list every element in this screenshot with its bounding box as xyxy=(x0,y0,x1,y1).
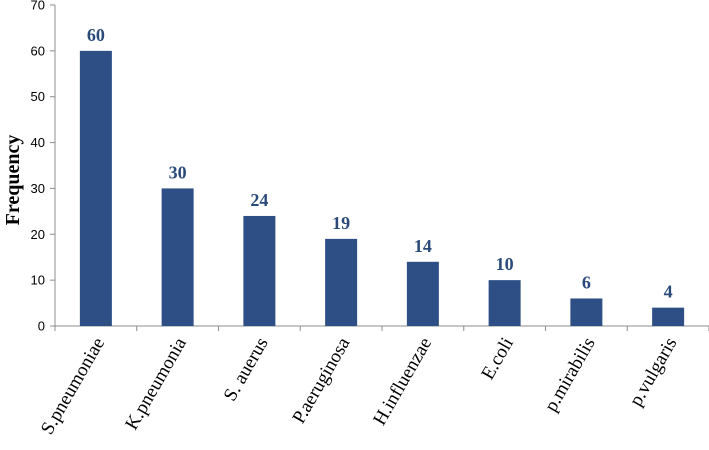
bar xyxy=(570,298,603,326)
y-axis-label: Frequency xyxy=(2,135,24,226)
y-tick-label: 70 xyxy=(31,0,45,13)
bars xyxy=(79,50,685,326)
x-axis: S.pneumoniae K.pneumonia S. auerus P.aerugi… xyxy=(37,325,709,438)
x-tick-label: P.aeruginosa xyxy=(289,334,355,428)
y-tick-label: 0 xyxy=(38,319,45,334)
x-tick-label: p.mirabilis xyxy=(541,334,600,415)
bar xyxy=(488,280,521,326)
data-label: 6 xyxy=(582,272,591,292)
data-label: 30 xyxy=(169,162,187,182)
data-labels: 60 30 24 19 14 10 6 4 xyxy=(87,25,673,302)
bar xyxy=(325,238,358,326)
data-label: 60 xyxy=(87,25,105,45)
bar xyxy=(79,50,112,326)
x-tick-label: p.vulgaris xyxy=(626,334,682,410)
bar xyxy=(243,215,276,326)
data-label: 14 xyxy=(414,236,432,256)
y-tick-label: 30 xyxy=(31,181,45,196)
x-tick-label: K.pneumonia xyxy=(121,334,191,434)
data-label: 19 xyxy=(332,213,350,233)
bar xyxy=(406,261,439,326)
data-label: 10 xyxy=(496,254,514,274)
data-label: 4 xyxy=(664,282,673,302)
data-label: 24 xyxy=(250,190,268,210)
y-tick-label: 20 xyxy=(31,227,45,242)
y-tick-label: 50 xyxy=(31,89,45,104)
y-axis: 0 10 20 30 40 50 60 70 xyxy=(31,0,56,334)
x-tick-label: H.influenzae xyxy=(369,334,436,429)
x-tick-label: E.coli xyxy=(477,334,518,383)
y-tick-label: 60 xyxy=(31,43,45,58)
x-tick-label: S. auerus xyxy=(220,334,273,405)
y-tick-label: 40 xyxy=(31,135,45,150)
y-tick-label: 10 xyxy=(31,273,45,288)
bar xyxy=(161,188,194,326)
bar xyxy=(652,307,685,326)
x-tick-label: S.pneumoniae xyxy=(37,334,109,438)
